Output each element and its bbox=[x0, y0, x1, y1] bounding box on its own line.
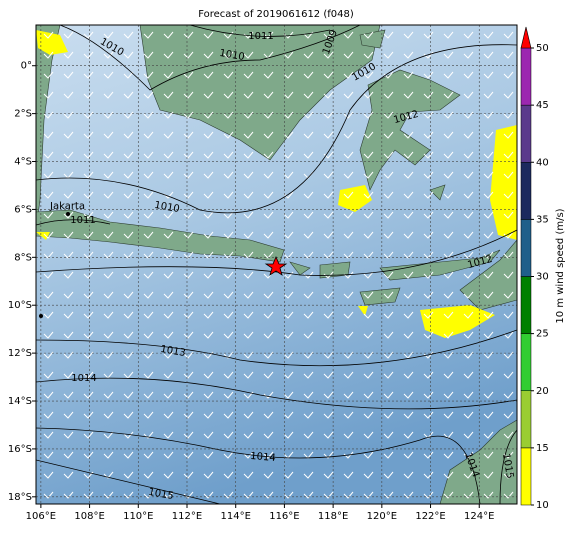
colorbar-tick-label: 15 bbox=[536, 443, 549, 454]
colorbar-segment bbox=[520, 219, 532, 277]
colorbar-tick-label: 30 bbox=[536, 272, 549, 283]
colorbar-tick-label: 50 bbox=[536, 43, 549, 54]
y-tick-label: 2°S bbox=[14, 109, 32, 120]
x-tick-label: 122°E bbox=[415, 511, 445, 522]
colorbar-extend bbox=[520, 26, 532, 49]
x-tick-label: 112°E bbox=[172, 511, 202, 522]
colorbar-segment bbox=[520, 104, 532, 163]
colorbar-segment bbox=[520, 47, 532, 106]
y-tick-label: 4°S bbox=[14, 157, 32, 168]
y-tick-label: 8°S bbox=[14, 252, 32, 263]
colorbar-segment bbox=[520, 276, 532, 334]
x-tick-label: 120°E bbox=[367, 511, 397, 522]
map-title: Forecast of 2019061612 (f048) bbox=[198, 9, 354, 20]
y-tick-label: 18°S bbox=[8, 492, 32, 503]
map-frame bbox=[35, 24, 518, 505]
colorbar-segment bbox=[520, 447, 532, 506]
contour-label: 1011 bbox=[248, 31, 273, 42]
x-tick-label: 114°E bbox=[221, 511, 251, 522]
colorbar-tick-label: 25 bbox=[536, 329, 549, 340]
city-label: Jakarta bbox=[49, 201, 85, 212]
colorbar-tick-label: 35 bbox=[536, 214, 549, 225]
x-tick-label: 108°E bbox=[74, 511, 104, 522]
y-tick-label: 0° bbox=[21, 61, 32, 72]
contour-label: 1013 bbox=[159, 344, 186, 359]
colorbar-segment bbox=[520, 390, 532, 449]
colorbar-tick-label: 40 bbox=[536, 157, 549, 168]
x-tick-label: 124°E bbox=[464, 511, 494, 522]
y-tick-label: 16°S bbox=[8, 444, 32, 455]
y-tick-label: 12°S bbox=[8, 348, 32, 359]
colorbar-tick-label: 10 bbox=[536, 500, 549, 511]
colorbar-segment bbox=[520, 333, 532, 391]
contour-label: 1015 bbox=[147, 487, 174, 502]
colorbar-label: 10 m wind speed (m/s) bbox=[555, 208, 566, 323]
y-tick-label: 6°S bbox=[14, 204, 32, 215]
colorbar-segment bbox=[520, 162, 532, 220]
contour-label: 1015 bbox=[500, 453, 515, 480]
colorbar-tick-label: 45 bbox=[536, 100, 549, 111]
contour-label: 1014 bbox=[250, 451, 276, 464]
contour-label: 1010 bbox=[218, 48, 245, 63]
colorbar-tick-label: 20 bbox=[536, 386, 549, 397]
x-tick-label: 106°E bbox=[26, 511, 56, 522]
x-tick-label: 118°E bbox=[318, 511, 348, 522]
contour-label: 1014 bbox=[71, 373, 96, 384]
y-tick-label: 14°S bbox=[8, 396, 32, 407]
contour-label: 1011 bbox=[70, 215, 95, 226]
x-tick-label: 110°E bbox=[123, 511, 153, 522]
contour-label: 1010 bbox=[153, 200, 180, 215]
y-tick-label: 10°S bbox=[8, 300, 32, 311]
x-tick-label: 116°E bbox=[269, 511, 299, 522]
